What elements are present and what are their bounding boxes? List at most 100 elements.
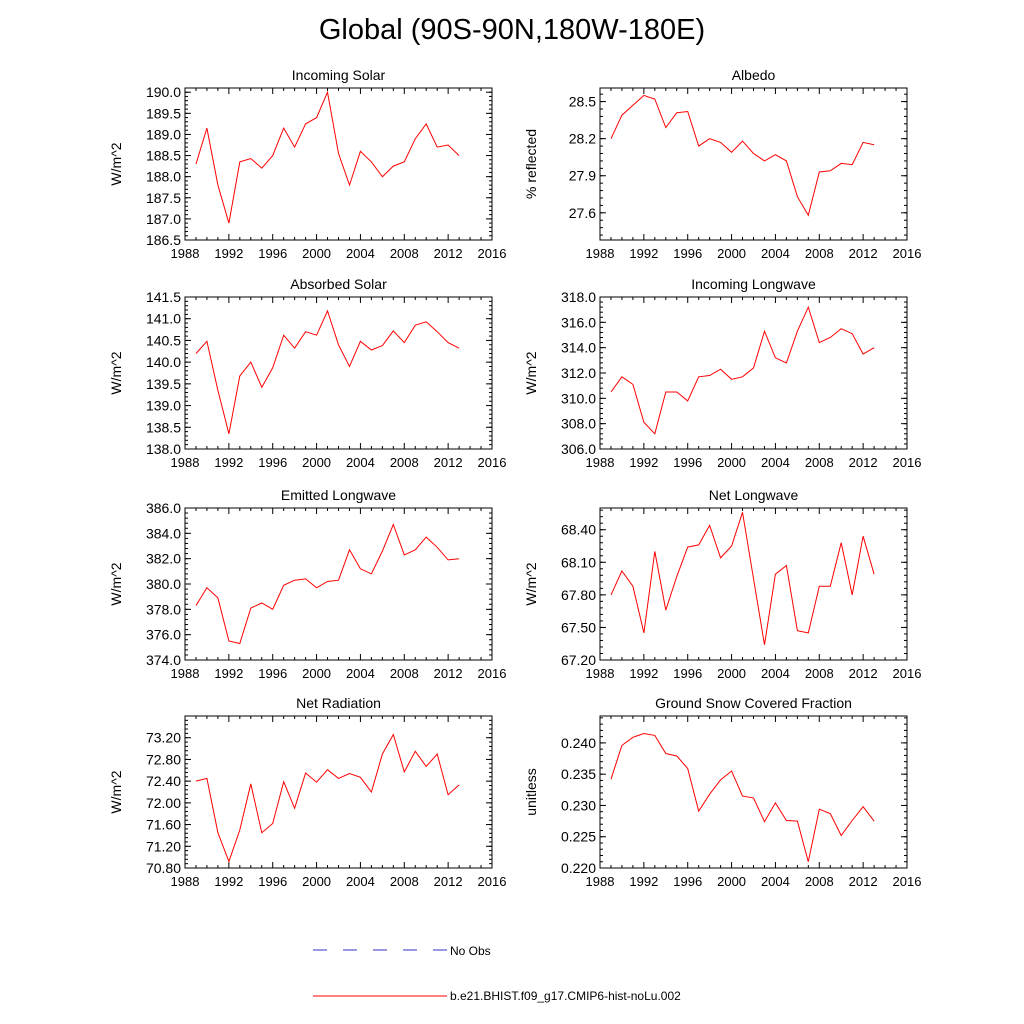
y-tick-label: 0.220 — [561, 860, 596, 876]
y-tick-label: 186.5 — [146, 232, 181, 248]
x-tick-label: 1996 — [673, 874, 702, 889]
plot-frame — [599, 296, 908, 450]
x-tick-label: 2012 — [434, 455, 463, 470]
x-tick-label: 2000 — [717, 666, 746, 681]
x-tick-label: 1996 — [258, 874, 287, 889]
y-tick-label: 188.5 — [146, 148, 181, 164]
y-tick-label: 0.235 — [561, 766, 596, 782]
x-tick-label: 2008 — [805, 455, 834, 470]
x-tick-label: 2012 — [849, 874, 878, 889]
x-tick-label: 1988 — [586, 455, 615, 470]
y-tick-label: 0.230 — [561, 797, 596, 813]
y-tick-label: 71.20 — [146, 838, 181, 854]
y-tick-label: 67.20 — [561, 652, 596, 668]
x-tick-label: 1988 — [586, 874, 615, 889]
legend-model-label: b.e21.BHIST.f09_g17.CMIP6-hist-noLu.002 — [450, 989, 681, 1003]
y-tick-label: 378.0 — [146, 601, 181, 617]
plot-frame — [599, 507, 908, 661]
panel-title: Ground Snow Covered Fraction — [655, 695, 852, 711]
chart-panel: Net Longwave W/m^2 1988 1992 1996 2000 2004 200… — [523, 487, 921, 681]
x-tick-label: 1988 — [171, 874, 200, 889]
y-tick-label: 72.00 — [146, 795, 181, 811]
x-tick-label: 1988 — [171, 455, 200, 470]
x-tick-label: 2012 — [849, 666, 878, 681]
y-tick-label: 70.80 — [146, 860, 181, 876]
x-tick-label: 2016 — [478, 874, 507, 889]
chart-panel: Albedo % reflected 1988 1992 1996 2000 2004 200… — [523, 67, 921, 261]
y-tick-label: 376.0 — [146, 627, 181, 643]
x-tick-label: 2008 — [390, 874, 419, 889]
panel-title: Incoming Solar — [292, 67, 386, 83]
y-tick-label: 140.5 — [146, 332, 181, 348]
plot-frame — [599, 87, 908, 241]
y-tick-label: 0.240 — [561, 735, 596, 751]
series-line — [195, 309, 460, 434]
x-tick-label: 1988 — [171, 246, 200, 261]
x-tick-label: 2004 — [346, 455, 375, 470]
y-axis-label: W/m^2 — [108, 770, 124, 813]
y-tick-label: 0.225 — [561, 829, 596, 845]
x-tick-label: 1988 — [586, 666, 615, 681]
x-tick-label: 1996 — [258, 455, 287, 470]
y-tick-label: 139.5 — [146, 376, 181, 392]
y-tick-label: 306.0 — [561, 441, 596, 457]
x-tick-label: 2016 — [893, 666, 922, 681]
plot-frame — [184, 507, 493, 661]
series-line — [610, 512, 875, 645]
y-tick-label: 67.50 — [561, 619, 596, 635]
x-tick-label: 1988 — [586, 246, 615, 261]
x-tick-label: 2004 — [761, 874, 790, 889]
x-tick-label: 2012 — [434, 246, 463, 261]
x-tick-label: 2008 — [390, 246, 419, 261]
x-tick-label: 2004 — [346, 666, 375, 681]
plot-frame — [184, 87, 493, 241]
y-tick-label: 68.10 — [561, 554, 596, 570]
y-tick-label: 189.0 — [146, 126, 181, 142]
chart-panel: Net Radiation W/m^2 1988 1992 1996 2000 2004 20… — [108, 695, 506, 889]
y-tick-label: 386.0 — [146, 500, 181, 516]
chart-panel: Incoming Solar W/m^2 1988 1992 1996 2000 2004 2… — [108, 67, 506, 261]
x-tick-label: 2000 — [302, 874, 331, 889]
x-tick-label: 2008 — [805, 874, 834, 889]
x-tick-label: 1992 — [629, 666, 658, 681]
x-tick-label: 2008 — [805, 246, 834, 261]
y-tick-label: 308.0 — [561, 416, 596, 432]
x-tick-label: 2000 — [717, 874, 746, 889]
y-tick-label: 384.0 — [146, 525, 181, 541]
y-axis-label: W/m^2 — [108, 142, 124, 185]
series-line — [195, 733, 460, 863]
x-tick-label: 1992 — [214, 246, 243, 261]
y-axis-label: W/m^2 — [523, 562, 539, 605]
y-tick-label: 374.0 — [146, 652, 181, 668]
y-tick-label: 27.9 — [569, 168, 596, 184]
x-tick-label: 2012 — [434, 874, 463, 889]
x-tick-label: 2008 — [390, 666, 419, 681]
x-tick-label: 1996 — [258, 246, 287, 261]
y-tick-label: 73.20 — [146, 730, 181, 746]
chart-panel: Emitted Longwave W/m^2 1988 1992 1996 2000 200… — [108, 487, 506, 681]
x-tick-label: 2012 — [434, 666, 463, 681]
x-tick-label: 1992 — [214, 455, 243, 470]
x-tick-label: 2016 — [478, 246, 507, 261]
chart-panels: Incoming Solar W/m^2 1988 1992 1996 2000 2004 2… — [108, 67, 921, 889]
series-line — [195, 523, 460, 645]
y-tick-label: 27.6 — [569, 205, 596, 221]
series-line — [195, 90, 460, 224]
x-tick-label: 1996 — [673, 455, 702, 470]
x-tick-label: 1988 — [171, 666, 200, 681]
y-tick-label: 380.0 — [146, 576, 181, 592]
x-tick-label: 2000 — [302, 246, 331, 261]
y-tick-label: 138.0 — [146, 441, 181, 457]
x-tick-label: 1996 — [258, 666, 287, 681]
y-tick-label: 187.0 — [146, 211, 181, 227]
y-tick-label: 139.0 — [146, 398, 181, 414]
x-tick-label: 2004 — [761, 666, 790, 681]
x-tick-label: 2008 — [805, 666, 834, 681]
panel-title: Albedo — [732, 67, 776, 83]
legend-no-obs-label: No Obs — [450, 944, 491, 958]
chart-panel: Incoming Longwave W/m^2 1988 1992 1996 2000 20… — [523, 276, 921, 470]
y-tick-label: 72.40 — [146, 773, 181, 789]
y-tick-label: 28.5 — [569, 94, 596, 110]
panel-title: Incoming Longwave — [691, 276, 816, 292]
